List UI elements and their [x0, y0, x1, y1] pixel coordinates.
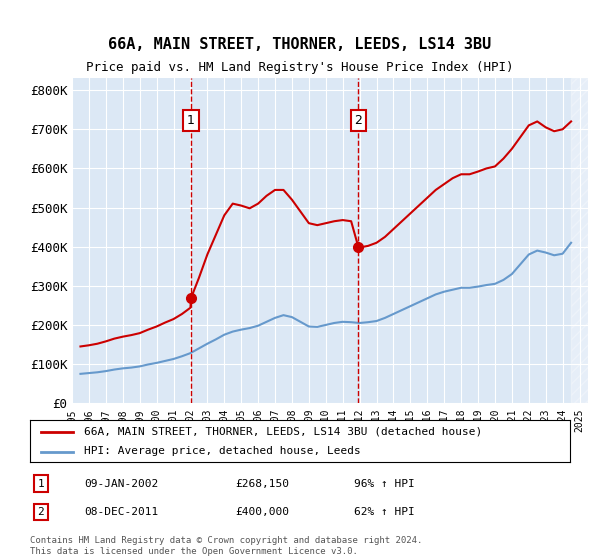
Text: 66A, MAIN STREET, THORNER, LEEDS, LS14 3BU (detached house): 66A, MAIN STREET, THORNER, LEEDS, LS14 3… [84, 427, 482, 437]
Text: 66A, MAIN STREET, THORNER, LEEDS, LS14 3BU: 66A, MAIN STREET, THORNER, LEEDS, LS14 3… [109, 38, 491, 52]
Text: 2: 2 [355, 114, 362, 127]
Text: 96% ↑ HPI: 96% ↑ HPI [354, 479, 415, 489]
Text: 1: 1 [37, 479, 44, 489]
Text: 08-DEC-2011: 08-DEC-2011 [84, 507, 158, 517]
Text: 62% ↑ HPI: 62% ↑ HPI [354, 507, 415, 517]
Text: 2: 2 [37, 507, 44, 517]
Text: 09-JAN-2002: 09-JAN-2002 [84, 479, 158, 489]
Text: £400,000: £400,000 [235, 507, 289, 517]
Text: 1: 1 [187, 114, 195, 127]
Text: HPI: Average price, detached house, Leeds: HPI: Average price, detached house, Leed… [84, 446, 361, 456]
Text: Contains HM Land Registry data © Crown copyright and database right 2024.
This d: Contains HM Land Registry data © Crown c… [30, 536, 422, 556]
Text: £268,150: £268,150 [235, 479, 289, 489]
Bar [571, 78, 588, 403]
Text: Price paid vs. HM Land Registry's House Price Index (HPI): Price paid vs. HM Land Registry's House … [86, 60, 514, 74]
